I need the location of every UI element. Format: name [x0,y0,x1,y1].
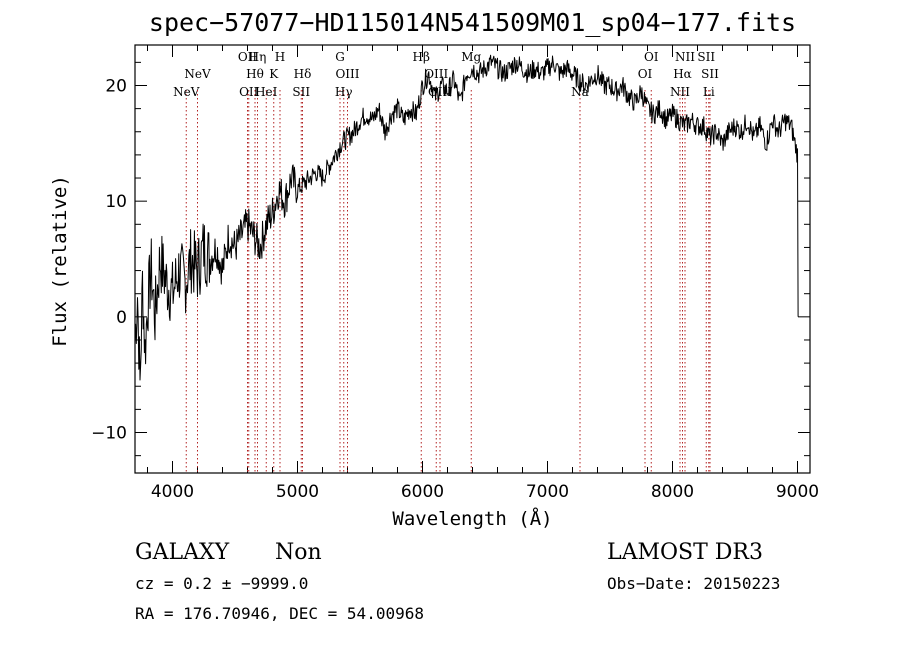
spectral-line-label: NeV [173,85,200,99]
spectral-line-label: G [335,50,345,64]
spectral-line-label: OI [638,67,653,81]
spectral-line-label: HeI [255,85,278,99]
x-tick-label: 8000 [651,482,694,502]
spectral-line-label: NII [675,50,695,64]
obs-date: Obs−Date: 20150223 [607,574,781,593]
spectral-line-label: NII [670,85,690,99]
object-subclass: Non [275,540,322,565]
spectral-line-label: SII [292,85,310,99]
spectral-line-label: OI [644,50,659,64]
x-tick-label: 4000 [151,482,194,502]
x-tick-label: 6000 [401,482,444,502]
spectral-line-label: NeV [184,67,211,81]
spectral-line-label: K [269,67,279,81]
spectral-line-label: Hη [249,50,267,64]
y-tick-label: 20 [105,76,127,96]
spectral-line-label: OII [239,85,259,99]
y-tick-label: 0 [116,308,127,328]
spectral-line-label: Hβ [413,50,430,64]
spectral-line-label: Hα [673,67,692,81]
chart-title: spec−57077−HD115014N541509M01_sp04−177.f… [148,8,797,37]
spectral-line-label: Hγ [335,85,353,99]
spectral-line-label: Mg [461,50,481,64]
spectral-line-label: H [275,50,285,64]
redshift-value: cz = 0.2 ± −9999.0 [135,574,309,593]
x-axis-label: Wavelength (Å) [392,508,553,530]
y-axis-label: Flux (relative) [49,175,71,347]
x-tick-label: 7000 [526,482,569,502]
spectral-line-label: OIII [335,67,359,81]
object-class: GALAXY [135,540,230,565]
y-tick-label: −10 [91,424,127,444]
ra-dec: RA = 176.70946, DEC = 54.00968 [135,604,424,623]
spectral-line-label: SII [697,50,715,64]
x-tick-label: 9000 [776,482,819,502]
spectral-line-label: Hθ [246,67,264,81]
spectral-line-label: SII [701,67,719,81]
spectral-line-label: Hδ [294,67,312,81]
spectral-line-label: Li [703,85,715,99]
survey-name: LAMOST DR3 [607,540,763,565]
y-tick-label: 10 [105,192,127,212]
spectrum-series-flux [134,54,799,381]
spectral-line-label: OII [238,50,258,64]
x-tick-label: 5000 [276,482,319,502]
